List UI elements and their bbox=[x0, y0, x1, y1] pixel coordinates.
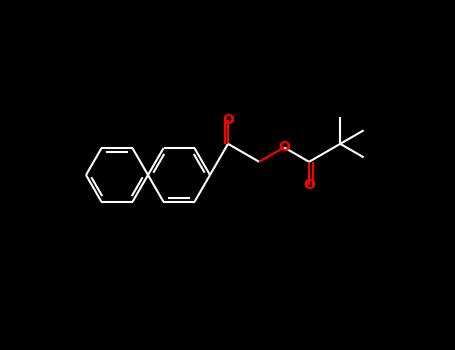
Text: O: O bbox=[222, 113, 234, 127]
Text: O: O bbox=[278, 140, 290, 154]
Text: O: O bbox=[303, 178, 315, 192]
